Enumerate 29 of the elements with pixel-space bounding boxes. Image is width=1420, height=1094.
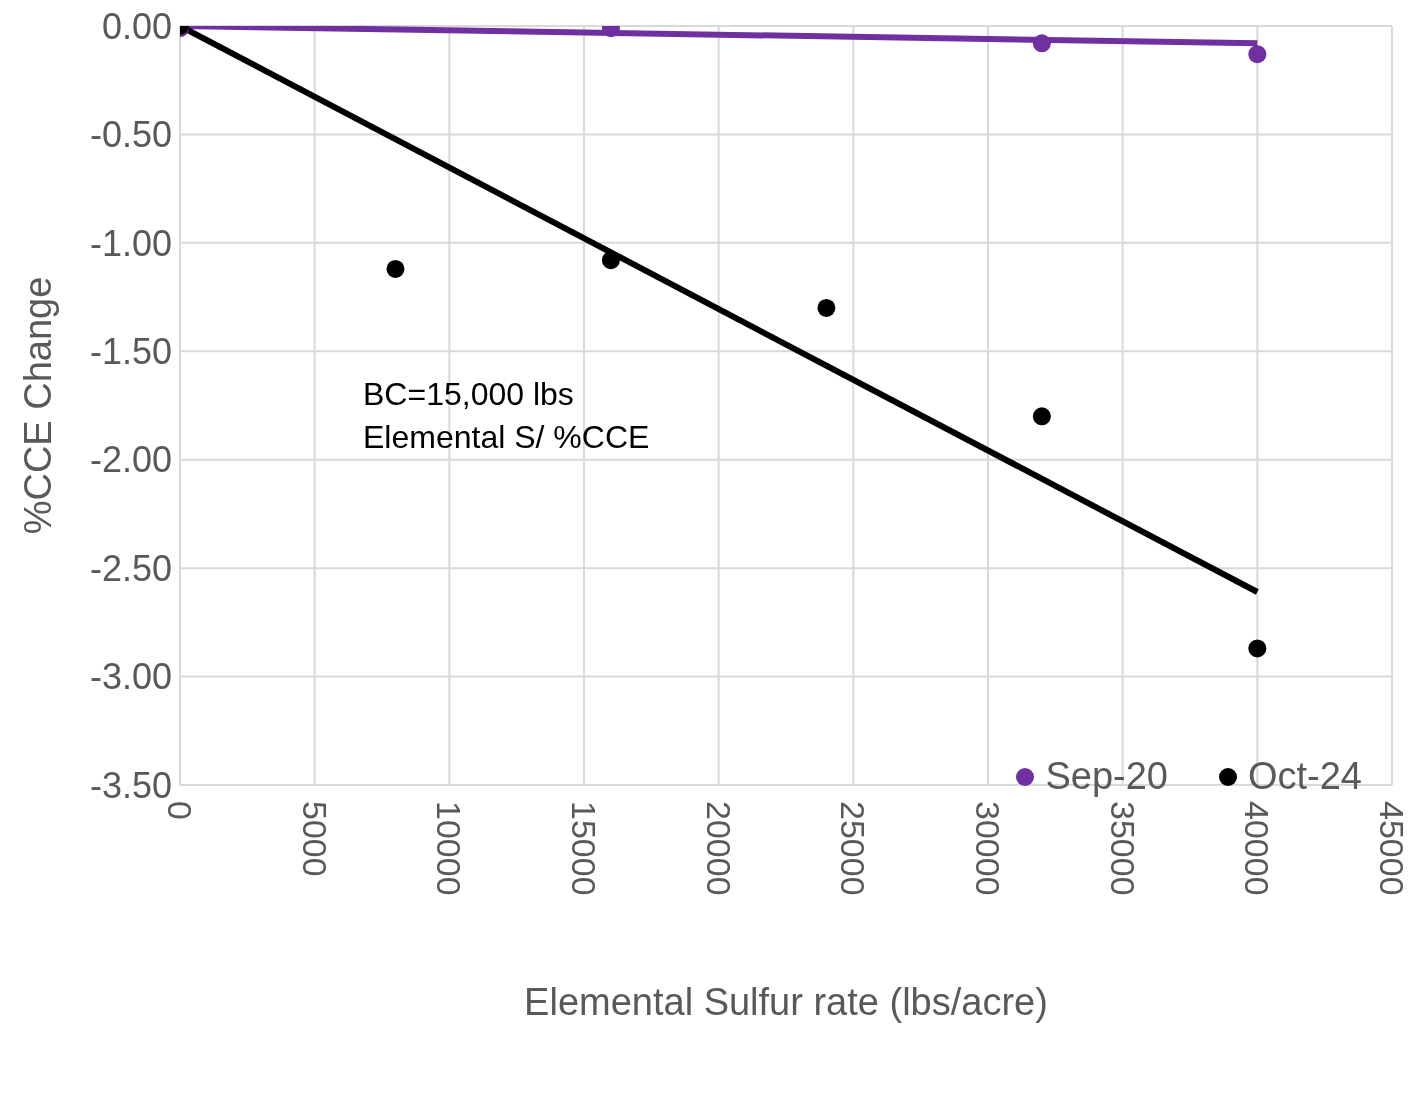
x-tick-label: 10000 — [430, 801, 469, 896]
annotation: BC=15,000 lbs Elemental S/ %CCE — [363, 375, 650, 458]
y-tick-label: -2.00 — [89, 439, 172, 481]
y-tick-label: -0.50 — [89, 114, 172, 156]
y-tick-label: -1.00 — [89, 222, 172, 264]
x-tick-label: 0 — [161, 801, 199, 820]
point — [1032, 34, 1051, 53]
point — [601, 251, 620, 270]
y-tick-label: -2.50 — [89, 547, 172, 589]
y-tick-label: 0.00 — [101, 5, 172, 47]
legend-label: Sep-20 — [1044, 755, 1168, 798]
point — [817, 298, 836, 317]
y-tick-label: -1.50 — [89, 331, 172, 373]
x-tick-label: 30000 — [969, 801, 1007, 896]
x-tick-label: 20000 — [699, 801, 738, 896]
x-tick-label: 15000 — [565, 801, 603, 896]
legend-label: Oct-24 — [1246, 755, 1362, 798]
y-axis-title: %CCE Change — [17, 276, 60, 535]
x-tick-label: 25000 — [834, 801, 873, 896]
point — [1032, 407, 1051, 426]
x-tick-label: 5000 — [295, 801, 334, 877]
x-tick-label: 45000 — [1373, 801, 1411, 896]
x-tick-label: 35000 — [1103, 801, 1142, 896]
x-tick-label: 40000 — [1238, 801, 1277, 896]
point — [386, 259, 405, 278]
point — [1248, 639, 1267, 658]
point — [1248, 45, 1267, 64]
y-tick-label: -3.00 — [89, 656, 172, 698]
x-axis-title: Elemental Sulfur rate (lbs/acre) — [524, 981, 1048, 1023]
